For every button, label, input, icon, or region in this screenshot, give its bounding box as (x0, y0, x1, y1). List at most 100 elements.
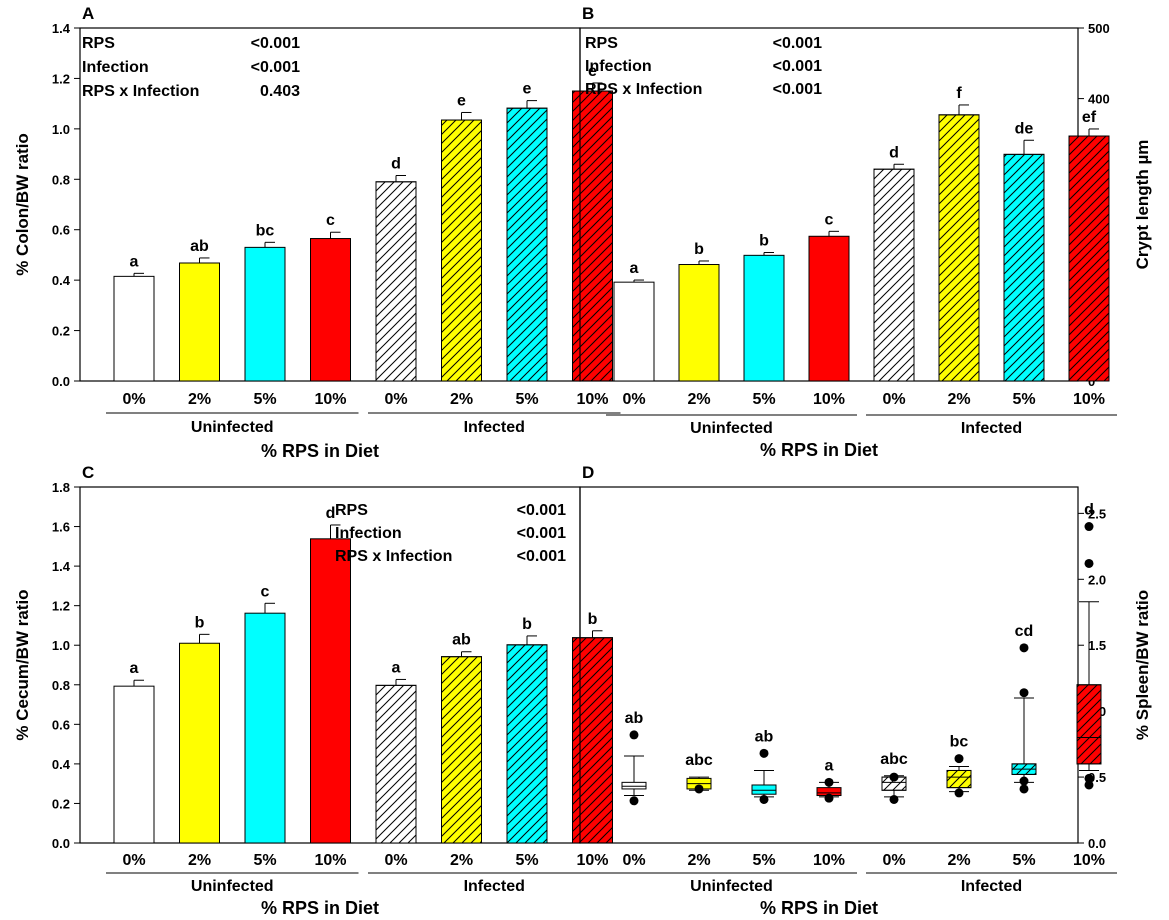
stat-pvalue-a: <0.001 (251, 35, 300, 52)
stat-pvalue-b: <0.001 (773, 58, 822, 75)
y-axis-title-c: % Cecum/BW ratio (13, 589, 32, 740)
y-tick-label-c: 1.8 (52, 480, 70, 495)
category-label-a: 2% (450, 391, 473, 408)
category-label-b: 0% (882, 391, 905, 408)
y-tick-label-b: 500 (1088, 21, 1110, 36)
sig-letter-b: f (956, 85, 962, 102)
group-label-uninfected-d: Uninfected (690, 878, 773, 895)
bar-b (808, 235, 850, 382)
panel-b-crypt-chart: 0100200300400500Crypt length µmabbcdfdee… (579, 21, 1152, 460)
y-tick-label-d: 0.5 (1088, 770, 1106, 785)
category-label-d: 0% (882, 852, 905, 869)
sig-letter-c: b (588, 611, 598, 628)
sig-letter-d: cd (1015, 623, 1034, 640)
outlier-point-d (889, 794, 899, 804)
bar-hatch-c (441, 656, 482, 844)
outlier-point-d (629, 796, 639, 806)
stat-term-a: RPS x Infection (82, 83, 199, 100)
outlier-point-d (1084, 522, 1094, 532)
stat-term-b: Infection (585, 58, 652, 75)
sig-letter-a: e (523, 81, 532, 98)
y-tick-label-a: 1.4 (52, 21, 71, 36)
y-tick-label-c: 1.6 (52, 520, 70, 535)
y-tick-label-c: 1.2 (52, 599, 70, 614)
sig-letter-d: a (825, 757, 834, 774)
box-hatch-d (946, 769, 972, 789)
category-label-a: 2% (188, 391, 211, 408)
panel-d-spleen-chart: 0.00.51.01.52.02.5% Spleen/BW ratioababc… (579, 486, 1152, 918)
bar-hatch-b (873, 168, 915, 382)
sig-letter-a: ab (190, 238, 209, 255)
stat-pvalue-b: <0.001 (773, 35, 822, 52)
bar-a (244, 246, 286, 382)
stat-pvalue-c: <0.001 (517, 525, 566, 542)
category-label-b: 5% (752, 391, 775, 408)
x-axis-title-a: % RPS in Diet (261, 441, 379, 461)
sig-letter-c: b (522, 616, 532, 633)
group-label-infected-c: Infected (464, 878, 525, 895)
category-label-b: 10% (813, 391, 845, 408)
panel-a-colon-chart: 0.0 0.2 0.4 0.6 0.8 1.0 1.2 1.4 % Colon/BW ratio… (13, 21, 621, 461)
sig-letter-c: c (261, 583, 270, 600)
stat-term-a: RPS (82, 35, 115, 52)
y-tick-label-d: 1.5 (1088, 638, 1106, 653)
category-label-d: 10% (1073, 852, 1105, 869)
category-label-d: 2% (687, 852, 710, 869)
bar-hatch-a (375, 181, 417, 382)
y-axis-title-d: % Spleen/BW ratio (1133, 590, 1152, 740)
sig-letter-a: e (457, 92, 466, 109)
bar-hatch-c (506, 644, 548, 844)
outlier-point-d (1084, 773, 1094, 783)
category-label-c: 10% (314, 852, 346, 869)
bar-c (179, 642, 220, 844)
sig-letter-b: a (630, 260, 639, 277)
group-label-infected-a: Infected (464, 419, 525, 436)
sig-letter-d: abc (685, 752, 713, 769)
group-label-uninfected-a: Uninfected (191, 419, 274, 436)
category-label-c: 10% (576, 852, 608, 869)
stat-term-c: RPS x Infection (335, 548, 452, 565)
panel-letter-c: C (82, 463, 94, 482)
y-tick-label-d: 2.0 (1088, 572, 1106, 587)
outlier-point-d (889, 772, 899, 782)
stat-pvalue-c: <0.001 (517, 502, 566, 519)
panel-c-cecum-chart: 0.0 0.2 0.4 0.6 0.8 1.0 1.2 1.4 1.6 1.8 % Cecum/BW… (13, 480, 621, 918)
y-tick-label-a: 0.0 (52, 374, 70, 389)
y-tick-label-c: 0.4 (52, 757, 71, 772)
y-tick-label-d: 2.5 (1088, 506, 1106, 521)
bar-b (678, 264, 720, 382)
sig-letter-b: c (825, 211, 834, 228)
category-label-b: 2% (687, 391, 710, 408)
bar-b (743, 254, 785, 382)
category-label-b: 10% (1073, 391, 1105, 408)
bar-hatch-a (572, 90, 613, 382)
category-label-d: 10% (813, 852, 845, 869)
box-d (751, 784, 777, 795)
outlier-point-d (1019, 643, 1029, 653)
category-label-c: 5% (515, 852, 538, 869)
bar-c (310, 538, 351, 844)
box-hatch-d (1076, 684, 1102, 765)
bar-hatch-b (1003, 153, 1045, 382)
sig-letter-d: ab (625, 710, 644, 727)
outlier-point-d (694, 784, 704, 794)
category-label-d: 5% (1012, 852, 1035, 869)
stat-pvalue-b: <0.001 (773, 81, 822, 98)
category-label-a: 10% (314, 391, 346, 408)
y-axis-title-b: Crypt length µm (1133, 140, 1152, 270)
group-label-uninfected-b: Uninfected (690, 420, 773, 437)
stat-pvalue-c: <0.001 (517, 548, 566, 565)
category-label-d: 5% (752, 852, 775, 869)
category-label-a: 0% (384, 391, 407, 408)
sig-letter-b: b (759, 233, 769, 250)
sig-letter-d: ab (755, 728, 774, 745)
group-label-infected-b: Infected (961, 420, 1022, 437)
sig-letter-b: b (694, 241, 704, 258)
plot-frame-d (579, 486, 1079, 844)
sig-letter-a: c (326, 212, 335, 229)
category-label-d: 0% (622, 852, 645, 869)
outlier-point-d (759, 794, 769, 804)
sig-letter-c: a (392, 659, 401, 676)
outlier-point-d (759, 748, 769, 758)
